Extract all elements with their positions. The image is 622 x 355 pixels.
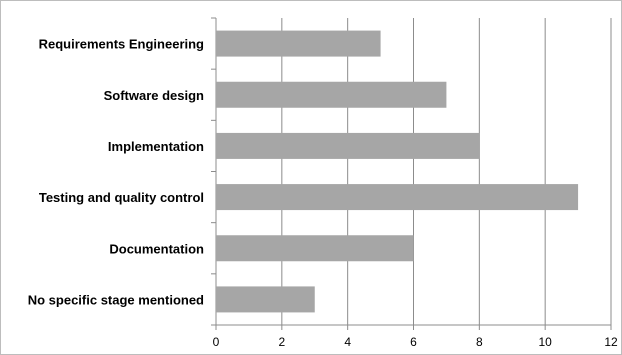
category-label-4: Documentation bbox=[109, 241, 204, 256]
bar-1 bbox=[216, 81, 447, 108]
x-tick-label-6: 6 bbox=[410, 335, 417, 349]
x-tick-label-0: 0 bbox=[213, 335, 220, 349]
x-tick-label-12: 12 bbox=[604, 335, 618, 349]
x-tick-label-10: 10 bbox=[538, 335, 552, 349]
bar-5 bbox=[216, 286, 315, 313]
bar-3 bbox=[216, 184, 579, 211]
bar-2 bbox=[216, 132, 480, 159]
x-tick-label-8: 8 bbox=[476, 335, 483, 349]
category-label-5: No specific stage mentioned bbox=[28, 292, 204, 307]
category-label-3: Testing and quality control bbox=[39, 190, 204, 205]
bar-4 bbox=[216, 235, 414, 262]
category-label-2: Implementation bbox=[108, 139, 204, 154]
bar-0 bbox=[216, 30, 381, 57]
category-label-1: Software design bbox=[104, 88, 204, 103]
x-tick-label-2: 2 bbox=[278, 335, 285, 349]
x-tick-label-4: 4 bbox=[344, 335, 351, 349]
category-label-0: Requirements Engineering bbox=[39, 37, 204, 52]
